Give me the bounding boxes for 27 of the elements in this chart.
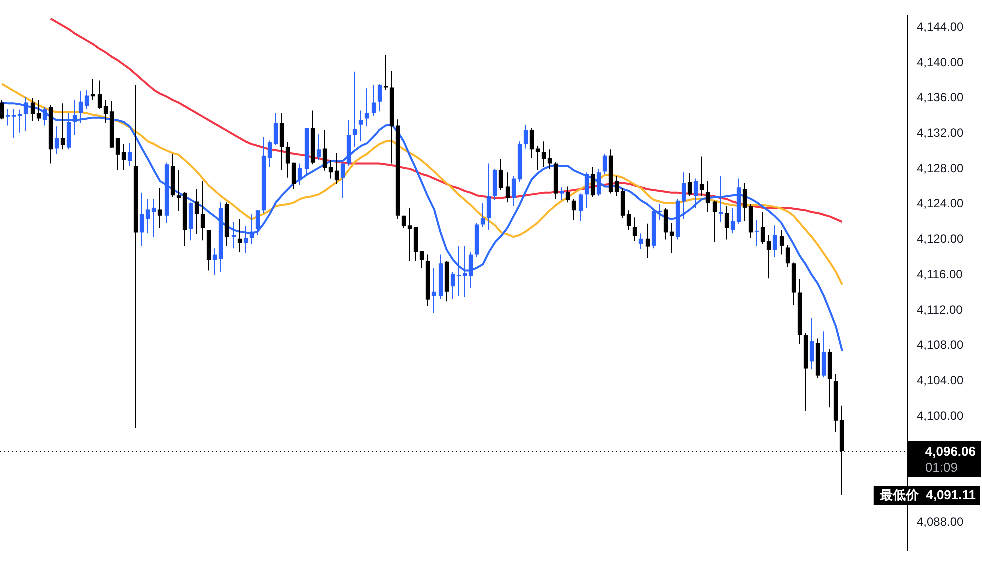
- y-tick-label: 4,136.00: [917, 90, 964, 105]
- candlestick: [658, 204, 662, 220]
- ref-line-label: 4,096.06: [925, 444, 976, 460]
- y-tick-label: 4,088.00: [917, 514, 964, 529]
- candlestick: [12, 108, 16, 138]
- y-tick-label: 4,112.00: [917, 302, 964, 317]
- text: 最低价 4,091.11: [878, 488, 976, 503]
- candlestick: [352, 72, 358, 147]
- candlestick: [6, 108, 10, 126]
- y-tick-label: 4,120.00: [917, 232, 964, 246]
- candlestick: [456, 246, 462, 296]
- y-tick-label: 4,104.00: [917, 373, 964, 388]
- y-tick-label: 4,116.00: [917, 267, 964, 282]
- candlestick: [384, 55, 388, 90]
- candlestick: [462, 246, 468, 298]
- text: 01:09: [925, 460, 958, 476]
- y-tick-label: 4,108.00: [917, 338, 964, 352]
- y-tick-label: 4,124.00: [917, 196, 964, 211]
- y-tick-label: 4,100.00: [917, 408, 964, 423]
- candlestick: [754, 220, 760, 246]
- y-tick-label: 4,140.00: [917, 55, 964, 70]
- candlestick: [432, 268, 436, 314]
- y-tick-label: 4,128.00: [917, 161, 964, 176]
- y-tick-label: 4,132.00: [917, 126, 964, 140]
- candlestick: [408, 208, 412, 261]
- y-tick-label: 4,144.00: [917, 20, 964, 34]
- candlestick: [176, 170, 182, 212]
